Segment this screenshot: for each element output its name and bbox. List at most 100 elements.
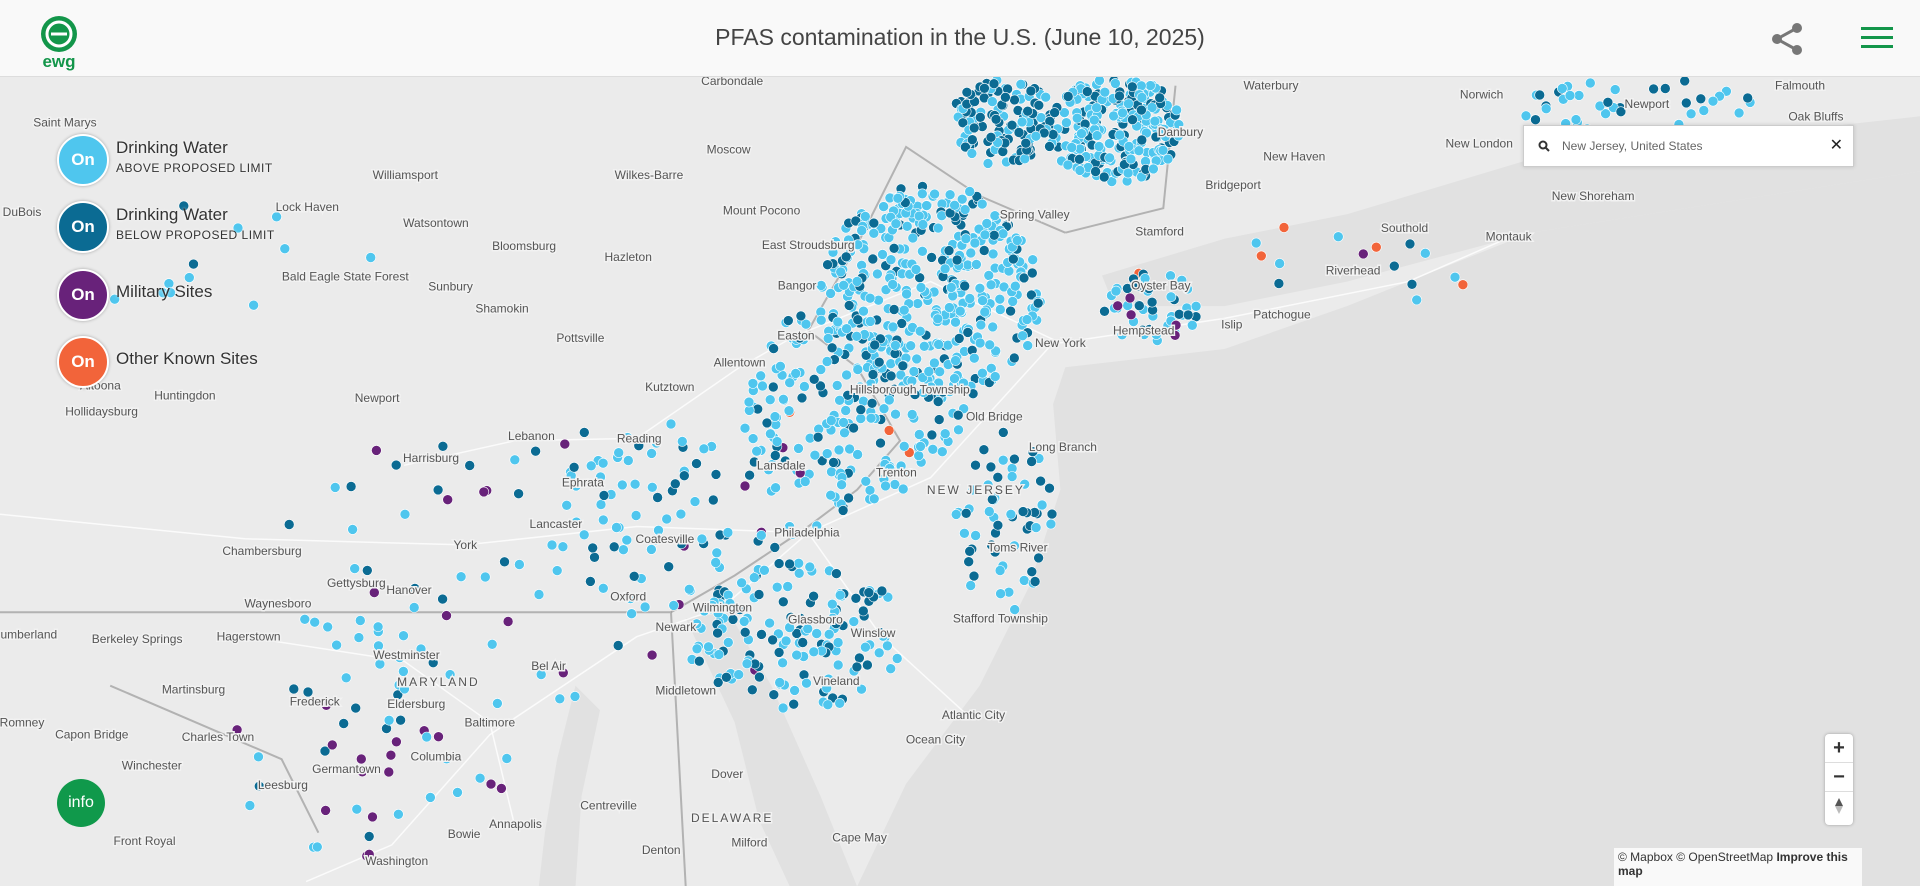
site-dot[interactable] [885, 663, 897, 675]
site-dot[interactable] [877, 249, 888, 260]
site-dot[interactable] [784, 558, 795, 570]
site-dot[interactable] [1026, 289, 1037, 301]
site-dot[interactable] [350, 702, 362, 714]
site-dot[interactable] [773, 558, 785, 569]
site-dot[interactable] [1025, 85, 1037, 97]
site-dot[interactable] [1116, 329, 1128, 341]
site-dot[interactable] [883, 425, 895, 436]
site-dot[interactable] [1278, 222, 1290, 233]
site-dot[interactable] [612, 640, 624, 651]
site-dot[interactable] [895, 460, 907, 472]
site-dot[interactable] [383, 714, 395, 726]
site-dot[interactable] [770, 482, 781, 494]
site-dot[interactable] [578, 529, 590, 541]
site-dot[interactable] [231, 724, 243, 736]
site-dot[interactable] [589, 551, 600, 563]
site-dot[interactable] [868, 217, 880, 229]
zoom-in[interactable]: + [1825, 734, 1853, 763]
site-dot[interactable] [1145, 80, 1156, 91]
site-dot[interactable] [1036, 499, 1048, 511]
site-dot[interactable] [271, 211, 282, 223]
site-dot[interactable] [393, 808, 404, 820]
site-dot[interactable] [834, 697, 846, 709]
site-dot[interactable] [399, 508, 411, 520]
site-dot[interactable] [1016, 116, 1028, 128]
site-dot[interactable] [951, 254, 963, 266]
site-dot[interactable] [852, 364, 864, 375]
site-dot[interactable] [595, 471, 606, 483]
site-dot[interactable] [983, 270, 995, 281]
site-dot[interactable] [992, 471, 1004, 483]
site-dot[interactable] [822, 259, 833, 271]
site-dot[interactable] [984, 339, 996, 351]
site-dot[interactable] [949, 373, 960, 384]
site-dot[interactable] [1013, 127, 1025, 138]
site-dot[interactable] [844, 443, 855, 455]
site-dot[interactable] [347, 524, 358, 535]
site-dot[interactable] [965, 580, 977, 591]
site-dot[interactable] [1250, 237, 1262, 249]
site-dot[interactable] [288, 683, 300, 695]
site-dot[interactable] [891, 653, 903, 664]
site-dot[interactable] [1169, 329, 1181, 341]
site-dot[interactable] [761, 417, 773, 429]
site-dot[interactable] [878, 403, 890, 415]
site-dot[interactable] [363, 848, 375, 860]
site-dot[interactable] [887, 279, 899, 290]
site-dot[interactable] [994, 304, 1006, 315]
site-dot[interactable] [911, 353, 923, 365]
site-dot[interactable] [901, 221, 913, 232]
site-dot[interactable] [897, 483, 909, 495]
site-dot[interactable] [778, 393, 789, 405]
site-dot[interactable] [841, 369, 852, 381]
site-dot[interactable] [322, 621, 334, 633]
site-dot[interactable] [320, 699, 332, 711]
site-dot[interactable] [789, 685, 800, 696]
site-dot[interactable] [530, 445, 541, 457]
site-dot[interactable] [959, 204, 971, 215]
site-dot[interactable] [1358, 248, 1369, 260]
site-dot[interactable] [1149, 115, 1161, 127]
site-dot[interactable] [374, 658, 386, 670]
site-dot[interactable] [712, 677, 724, 688]
improve-link[interactable]: Improve this map [1618, 850, 1848, 878]
site-dot[interactable] [365, 252, 377, 263]
site-dot[interactable] [864, 484, 876, 496]
site-dot[interactable] [1125, 153, 1137, 165]
clear-button[interactable]: ✕ [1829, 137, 1843, 154]
site-dot[interactable] [1044, 482, 1055, 494]
site-dot[interactable] [499, 556, 510, 568]
site-dot[interactable] [840, 251, 852, 263]
site-dot[interactable] [569, 691, 581, 702]
site-dot[interactable] [784, 377, 796, 389]
site-dot[interactable] [1615, 106, 1627, 117]
site-dot[interactable] [1534, 89, 1545, 101]
site-dot[interactable] [1139, 273, 1151, 284]
site-dot[interactable] [965, 247, 977, 259]
site-dot[interactable] [509, 454, 521, 466]
site-dot[interactable] [1685, 108, 1697, 120]
site-dot[interactable] [823, 628, 835, 640]
site-dot[interactable] [796, 392, 808, 404]
site-dot[interactable] [884, 463, 896, 474]
site-dot[interactable] [795, 310, 807, 322]
site-dot[interactable] [933, 414, 945, 425]
site-dot[interactable] [613, 447, 625, 459]
site-dot[interactable] [1029, 576, 1041, 587]
site-dot[interactable] [997, 454, 1009, 466]
site-dot[interactable] [797, 637, 809, 648]
site-dot[interactable] [769, 450, 781, 461]
site-dot[interactable] [943, 245, 955, 256]
site-dot[interactable] [793, 443, 804, 454]
site-dot[interactable] [557, 541, 569, 553]
site-dot[interactable] [1009, 453, 1020, 465]
site-dot[interactable] [1150, 131, 1162, 143]
site-dot[interactable] [974, 337, 986, 349]
site-dot[interactable] [1176, 274, 1188, 286]
site-dot[interactable] [974, 282, 986, 294]
site-dot[interactable] [986, 494, 998, 505]
site-dot[interactable] [825, 489, 837, 501]
site-dot[interactable] [585, 460, 597, 472]
site-dot[interactable] [832, 637, 844, 648]
site-dot[interactable] [979, 83, 990, 94]
